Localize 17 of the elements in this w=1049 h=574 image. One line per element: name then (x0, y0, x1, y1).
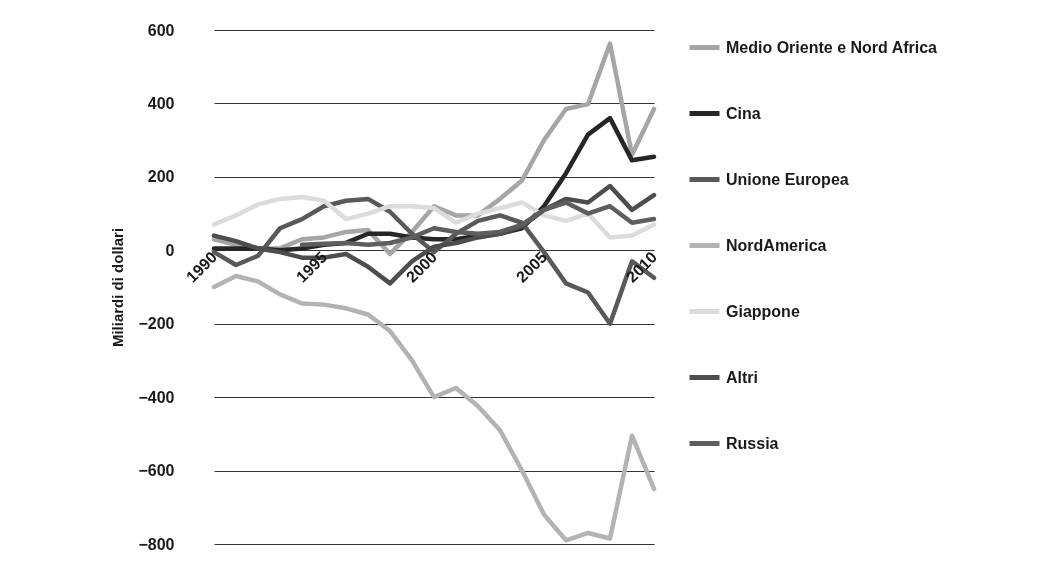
y-tick-label: −800 (138, 535, 175, 553)
legend-label: Russia (726, 434, 779, 452)
legend-label: Cina (726, 104, 761, 122)
y-tick-label: −200 (138, 315, 175, 333)
y-axis-title: Miliardi di dollari (109, 227, 127, 348)
y-tick-label: −400 (138, 388, 175, 406)
legend-label: Unione Europea (726, 170, 849, 188)
y-tick-label: 600 (147, 21, 175, 39)
y-tick-label: 400 (147, 94, 175, 112)
y-tick-label: −600 (138, 462, 175, 480)
legend-label: NordAmerica (726, 236, 827, 254)
legend-label: Altri (726, 368, 758, 386)
legend-label: Giappone (726, 302, 800, 320)
y-tick-label: 200 (147, 168, 175, 186)
line-series (211, 194, 657, 240)
legend-label: Medio Oriente e Nord Africa (726, 38, 938, 56)
y-tick-label: 0 (165, 241, 175, 259)
